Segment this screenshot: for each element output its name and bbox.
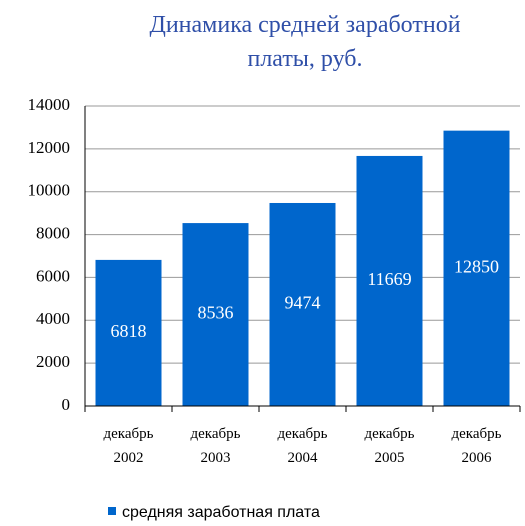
y-tick-label: 4000 (36, 309, 70, 328)
data-label: 8536 (198, 303, 234, 323)
bar (95, 259, 162, 406)
bar (182, 223, 249, 406)
x-tick-label: декабрь 2005 (364, 426, 415, 466)
y-tick-label: 14000 (28, 95, 71, 114)
data-label: 11669 (367, 269, 411, 289)
y-tick-label: 0 (62, 395, 71, 414)
data-label: 12850 (454, 256, 499, 276)
y-tick-label: 10000 (28, 181, 71, 200)
bar (443, 130, 510, 406)
legend-label: средняя заработная плата (122, 504, 320, 521)
x-tick-label: декабрь 2003 (190, 426, 241, 466)
data-label: 9474 (285, 293, 321, 313)
legend: средняя заработная плата (108, 504, 320, 522)
data-label: 6818 (111, 321, 147, 341)
x-tick-label: декабрь 2006 (451, 426, 502, 466)
x-tick-label: декабрь 2004 (277, 426, 328, 466)
chart-title: Динамика средней заработной платы, руб. (149, 12, 461, 72)
x-tick-label: декабрь 2002 (103, 426, 154, 466)
y-tick-label: 2000 (36, 352, 70, 371)
y-tick-label: 6000 (36, 266, 70, 285)
y-tick-label: 12000 (28, 138, 71, 157)
bar (269, 202, 336, 406)
bar (356, 155, 423, 406)
y-tick-label: 8000 (36, 223, 70, 242)
legend-swatch (108, 507, 116, 515)
